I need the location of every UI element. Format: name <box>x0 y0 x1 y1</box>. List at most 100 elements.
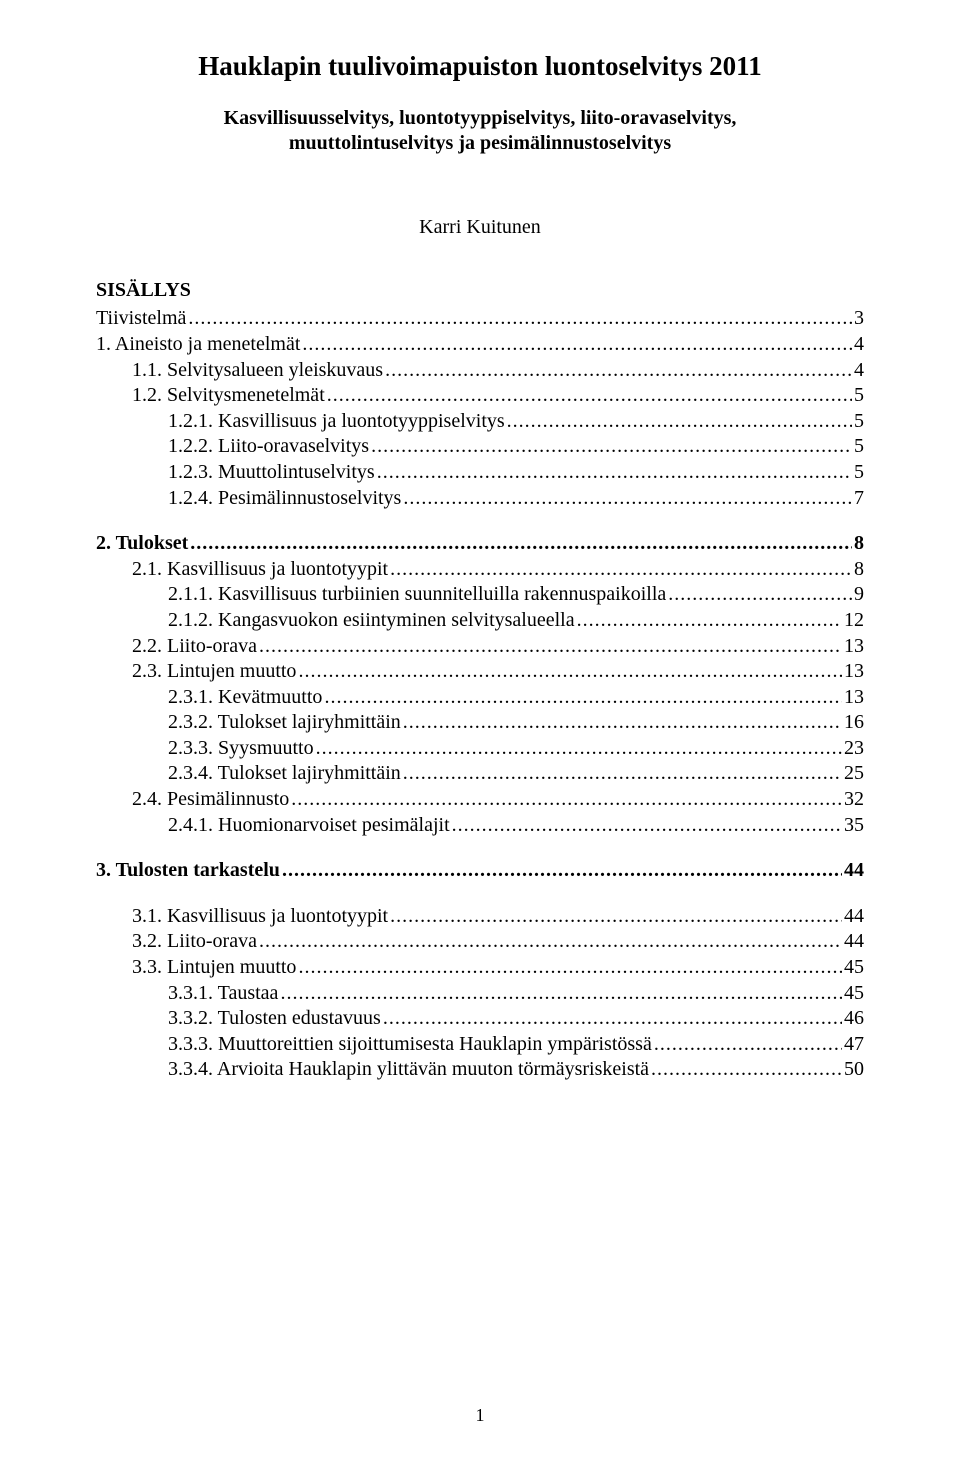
toc-entry-label: Tiivistelmä <box>96 306 186 332</box>
toc-entry: 1. Aineisto ja menetelmät 4 <box>96 332 864 358</box>
toc-entry-page: 13 <box>844 634 864 660</box>
toc-entry: 2.3.3. Syysmuutto23 <box>96 736 864 762</box>
toc-entry-label: 2.3.1. Kevätmuutto <box>168 685 322 711</box>
toc-leader-dots <box>298 955 842 981</box>
toc-entry-label: 2.1.2. Kangasvuokon esiintyminen selvity… <box>168 608 575 634</box>
toc-entry: 3.3.1. Taustaa 45 <box>96 981 864 1007</box>
page-number: 1 <box>0 1405 960 1426</box>
toc-entry-label: 1.2. Selvitysmenetelmät <box>132 383 325 409</box>
toc-leader-dots <box>280 981 842 1007</box>
toc-entry: 2.3. Lintujen muutto13 <box>96 659 864 685</box>
toc-entry-label: 2.1. Kasvillisuus ja luontotyypit <box>132 557 388 583</box>
toc-entry-label: 1.2.1. Kasvillisuus ja luontotyyppiselvi… <box>168 409 505 435</box>
toc-entry-page: 12 <box>844 608 864 634</box>
toc-entry-page: 13 <box>844 685 864 711</box>
toc-entry: 3.3.2. Tulosten edustavuus46 <box>96 1006 864 1032</box>
toc-entry: 1.2.4. Pesimälinnustoselvitys7 <box>96 486 864 512</box>
toc-entry-page: 45 <box>844 981 864 1007</box>
toc-entry-label: 1.2.3. Muuttolintuselvitys <box>168 460 375 486</box>
toc-entry-label: 3.3.2. Tulosten edustavuus <box>168 1006 381 1032</box>
toc-entry-page: 9 <box>854 582 864 608</box>
toc-leader-dots <box>291 787 842 813</box>
toc-leader-dots <box>324 685 842 711</box>
toc-leader-dots <box>577 608 842 634</box>
toc-entry: 3.3.4. Arvioita Hauklapin ylittävän muut… <box>96 1057 864 1083</box>
toc-entry-page: 8 <box>854 531 864 557</box>
toc-entry: 2.1.1. Kasvillisuus turbiinien suunnitel… <box>96 582 864 608</box>
toc-entry: 1.2.2. Liito-oravaselvitys 5 <box>96 434 864 460</box>
table-of-contents: Tiivistelmä31. Aineisto ja menetelmät41.… <box>96 306 864 1083</box>
toc-leader-dots <box>377 460 852 486</box>
toc-entry-label: 1.2.2. Liito-oravaselvitys <box>168 434 369 460</box>
toc-entry-page: 4 <box>854 332 864 358</box>
author-name: Karri Kuitunen <box>96 216 864 239</box>
document-page: Hauklapin tuulivoimapuiston luontoselvit… <box>0 0 960 1458</box>
toc-entry-page: 13 <box>844 659 864 685</box>
toc-entry-page: 44 <box>844 904 864 930</box>
toc-leader-dots <box>327 383 852 409</box>
toc-entry-label: 2.1.1. Kasvillisuus turbiinien suunnitel… <box>168 582 666 608</box>
toc-entry-page: 32 <box>844 787 864 813</box>
toc-entry-page: 25 <box>844 761 864 787</box>
toc-entry: 1.2. Selvitysmenetelmät 5 <box>96 383 864 409</box>
toc-entry: 2.2. Liito-orava13 <box>96 634 864 660</box>
toc-entry-page: 3 <box>854 306 864 332</box>
toc-entry: 3.2. Liito-orava 44 <box>96 929 864 955</box>
toc-leader-dots <box>651 1057 842 1083</box>
toc-entry-label: 3.2. Liito-orava <box>132 929 257 955</box>
toc-entry-page: 44 <box>844 929 864 955</box>
toc-leader-dots <box>383 1006 842 1032</box>
toc-leader-dots <box>385 358 852 384</box>
toc-entry-label: 3.3. Lintujen muutto <box>132 955 296 981</box>
toc-entry-page: 50 <box>844 1057 864 1083</box>
toc-leader-dots <box>390 557 852 583</box>
toc-entry-page: 8 <box>854 557 864 583</box>
toc-entry: 1.2.3. Muuttolintuselvitys5 <box>96 460 864 486</box>
toc-entry-label: 1.1. Selvitysalueen yleiskuvaus <box>132 358 383 384</box>
toc-leader-dots <box>403 761 842 787</box>
toc-entry: 3.1. Kasvillisuus ja luontotyypit44 <box>96 904 864 930</box>
toc-entry: 2.1. Kasvillisuus ja luontotyypit 8 <box>96 557 864 583</box>
toc-leader-dots <box>188 306 852 332</box>
toc-entry-label: 3.3.1. Taustaa <box>168 981 278 1007</box>
page-title: Hauklapin tuulivoimapuiston luontoselvit… <box>96 50 864 82</box>
toc-entry-page: 45 <box>844 955 864 981</box>
toc-leader-dots <box>507 409 852 435</box>
toc-leader-dots <box>371 434 852 460</box>
toc-entry-label: 2.3.3. Syysmuutto <box>168 736 314 762</box>
page-subtitle: Kasvillisuusselvitys, luontotyyppiselvit… <box>160 106 800 156</box>
toc-leader-dots <box>190 531 852 557</box>
toc-entry-page: 4 <box>854 358 864 384</box>
toc-entry-page: 47 <box>844 1032 864 1058</box>
toc-entry-page: 7 <box>854 486 864 512</box>
toc-entry-label: 2. Tulokset <box>96 531 188 557</box>
toc-entry: 2. Tulokset 8 <box>96 531 864 557</box>
toc-entry: 1.1. Selvitysalueen yleiskuvaus 4 <box>96 358 864 384</box>
toc-entry: 2.3.1. Kevätmuutto 13 <box>96 685 864 711</box>
toc-entry-page: 5 <box>854 434 864 460</box>
toc-entry: 1.2.1. Kasvillisuus ja luontotyyppiselvi… <box>96 409 864 435</box>
toc-leader-dots <box>654 1032 842 1058</box>
toc-entry: 2.3.2. Tulokset lajiryhmittäin16 <box>96 710 864 736</box>
toc-leader-dots <box>316 736 842 762</box>
toc-entry-label: 3.3.4. Arvioita Hauklapin ylittävän muut… <box>168 1057 649 1083</box>
toc-leader-dots <box>302 332 852 358</box>
toc-heading: SISÄLLYS <box>96 279 864 302</box>
toc-entry-page: 35 <box>844 813 864 839</box>
toc-entry-label: 2.4. Pesimälinnusto <box>132 787 289 813</box>
toc-entry-label: 1. Aineisto ja menetelmät <box>96 332 300 358</box>
toc-entry: 3. Tulosten tarkastelu44 <box>96 858 864 884</box>
toc-entry-page: 5 <box>854 383 864 409</box>
toc-entry: 3.3. Lintujen muutto 45 <box>96 955 864 981</box>
toc-leader-dots <box>668 582 852 608</box>
toc-leader-dots <box>452 813 842 839</box>
toc-entry-label: 3.3.3. Muuttoreittien sijoittumisesta Ha… <box>168 1032 652 1058</box>
toc-leader-dots <box>403 486 852 512</box>
toc-entry: Tiivistelmä 3 <box>96 306 864 332</box>
toc-entry-label: 2.3.4. Tulokset lajiryhmittäin <box>168 761 401 787</box>
toc-entry: 2.4. Pesimälinnusto 32 <box>96 787 864 813</box>
toc-leader-dots <box>390 904 842 930</box>
toc-entry-label: 3. Tulosten tarkastelu <box>96 858 280 884</box>
toc-entry: 2.4.1. Huomionarvoiset pesimälajit35 <box>96 813 864 839</box>
toc-leader-dots <box>259 634 842 660</box>
